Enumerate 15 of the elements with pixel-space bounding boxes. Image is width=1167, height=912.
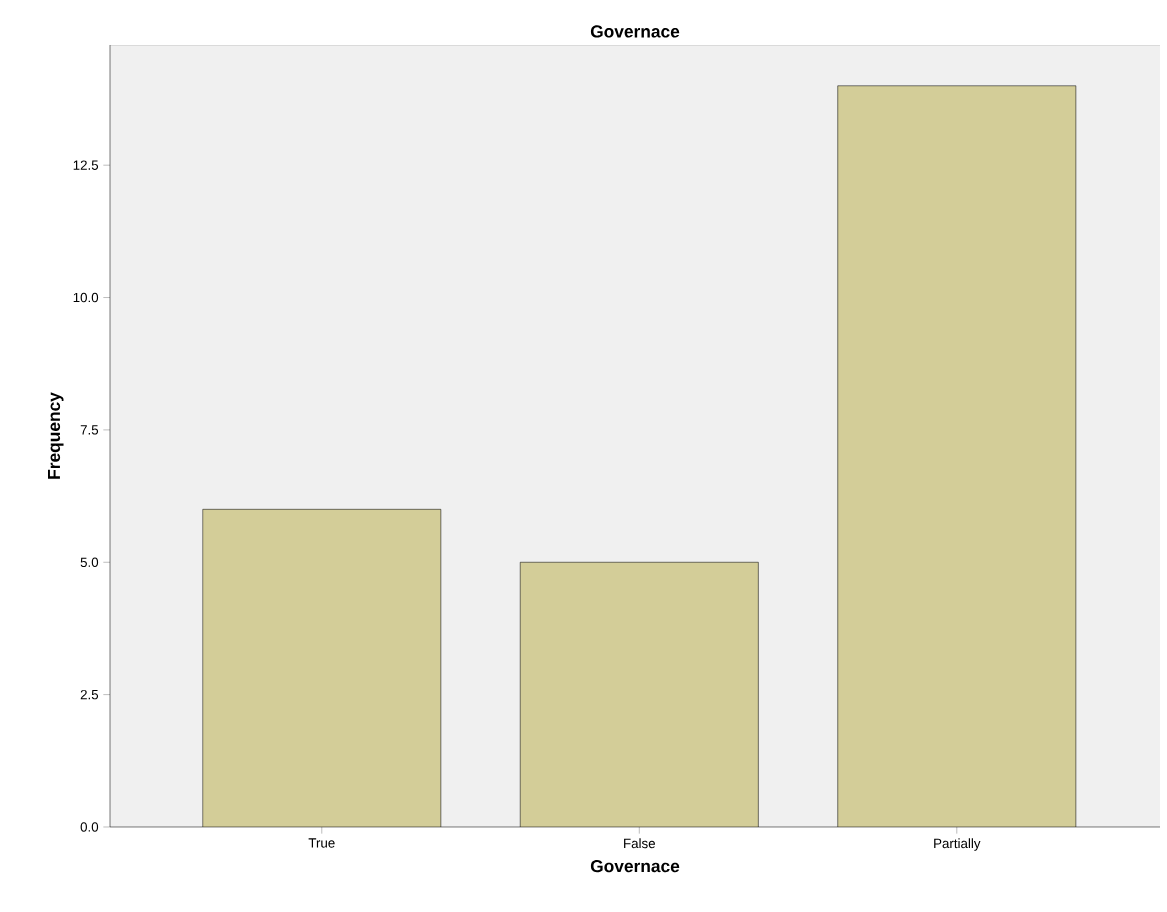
bar [202, 509, 441, 827]
chart-title: Governace [590, 25, 680, 38]
y-tick-label: 12.5 [73, 160, 99, 170]
x-axis-title: Governace [590, 859, 680, 873]
x-tick-label: False [624, 838, 655, 849]
y-tick-label: 5.0 [80, 557, 99, 567]
y-axis-title: Frequency [48, 392, 64, 479]
bar [837, 85, 1077, 827]
bar [520, 562, 759, 827]
y-tick-label: 10.0 [73, 292, 99, 303]
x-tick-label: Partially [934, 838, 981, 851]
y-tick-label: 2.5 [80, 689, 99, 700]
y-tick-label: 7.5 [80, 425, 99, 435]
y-tick-label: 0.0 [80, 822, 99, 832]
x-tick-label: True [308, 838, 335, 848]
